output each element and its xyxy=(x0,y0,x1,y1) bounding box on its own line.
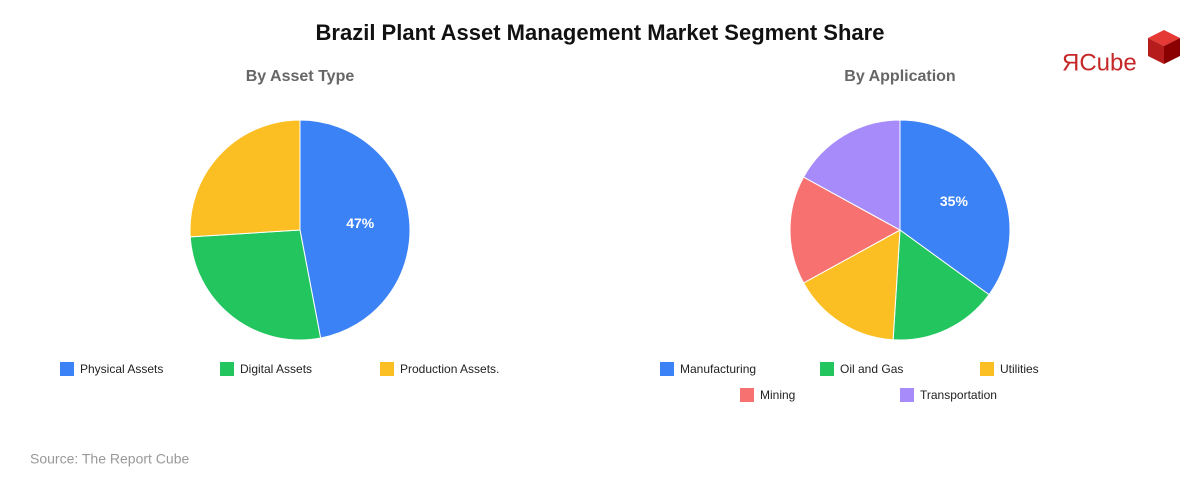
pie-slice xyxy=(802,119,901,231)
logo-text: ЯCube xyxy=(1062,49,1137,76)
pie-slice xyxy=(189,229,322,341)
legend-swatch xyxy=(220,362,234,376)
pie-slice xyxy=(802,229,901,341)
chart-subtitle: By Asset Type xyxy=(246,68,355,85)
legend-label: Physical Assets xyxy=(80,362,163,376)
legend-swatch xyxy=(740,388,754,402)
legend-swatch xyxy=(820,362,834,376)
legend-swatch xyxy=(660,362,674,376)
logo: ЯCube xyxy=(1062,30,1180,76)
legend-swatch xyxy=(980,362,994,376)
legend-label: Utilities xyxy=(1000,362,1039,376)
logo-cube-left xyxy=(1148,38,1164,64)
slice-label: 47% xyxy=(346,215,375,231)
legend-label: Digital Assets xyxy=(240,362,312,376)
source: Source: The Report Cube xyxy=(30,451,189,467)
slice-label: 35% xyxy=(940,193,969,209)
legend-swatch xyxy=(60,362,74,376)
chart-subtitle: By Application xyxy=(844,68,955,85)
legend-label: Manufacturing xyxy=(680,362,756,376)
legend-label: Transportation xyxy=(920,388,997,402)
main-title: Brazil Plant Asset Management Market Seg… xyxy=(316,20,885,45)
logo-cube-right xyxy=(1164,38,1180,64)
pie-slice xyxy=(299,119,411,339)
legend-label: Production Assets. xyxy=(400,362,499,376)
legend-label: Oil and Gas xyxy=(840,362,903,376)
pie-slice xyxy=(789,176,902,284)
legend-label: Mining xyxy=(760,388,795,402)
pie-slice xyxy=(892,229,990,341)
legend-swatch xyxy=(380,362,394,376)
legend-swatch xyxy=(900,388,914,402)
pie-slice xyxy=(189,119,301,238)
pie-slice xyxy=(899,119,1011,296)
